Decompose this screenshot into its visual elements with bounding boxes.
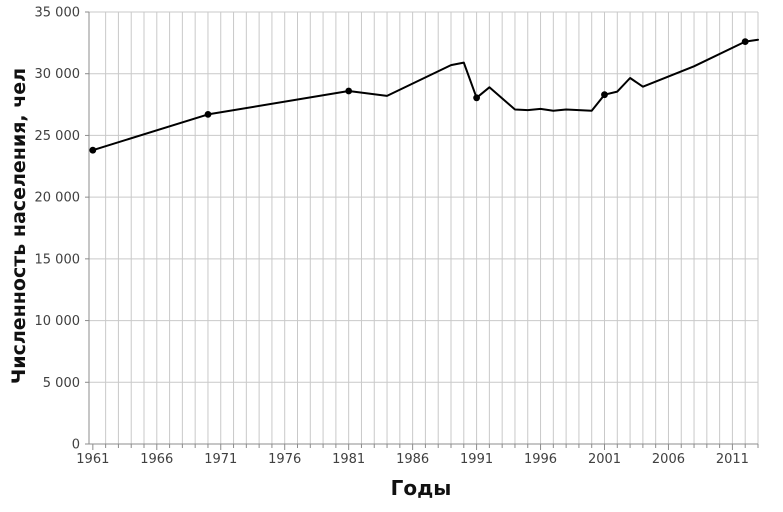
population-series-line [91,38,759,152]
data-point-marker [204,111,212,118]
y-tick-label: 15 000 [35,252,81,267]
x-tick-label: 2011 [716,452,749,467]
x-tick-label: 1976 [268,452,301,467]
y-axis-title: Численность населения, чел [8,67,30,385]
y-tick-label: 10 000 [35,314,81,329]
data-point-marker [89,146,97,154]
y-tick-label: 0 [72,438,80,453]
x-axis-title: Годы [390,476,452,500]
y-tick-label: 25 000 [35,129,81,144]
y-tick-label: 30 000 [35,67,81,82]
x-tick-label: 1996 [524,452,557,467]
x-tick-label: 2006 [652,452,685,467]
x-tick-label: 1986 [396,452,429,467]
data-point-marker [601,91,608,99]
y-tick-label: 35 000 [35,6,81,21]
y-tick-label: 5 000 [43,376,80,391]
x-tick-label: 2001 [588,452,621,467]
x-tick-label: 1966 [140,452,173,467]
x-tick-label: 1981 [332,452,365,467]
data-point-marker [473,94,480,102]
x-tick-label: 1991 [460,452,493,467]
x-tick-label: 1961 [76,452,109,467]
y-tick-label: 20 000 [35,191,81,206]
x-tick-label: 1971 [204,452,237,467]
data-point-marker [345,87,353,95]
data-point-marker [741,38,749,45]
